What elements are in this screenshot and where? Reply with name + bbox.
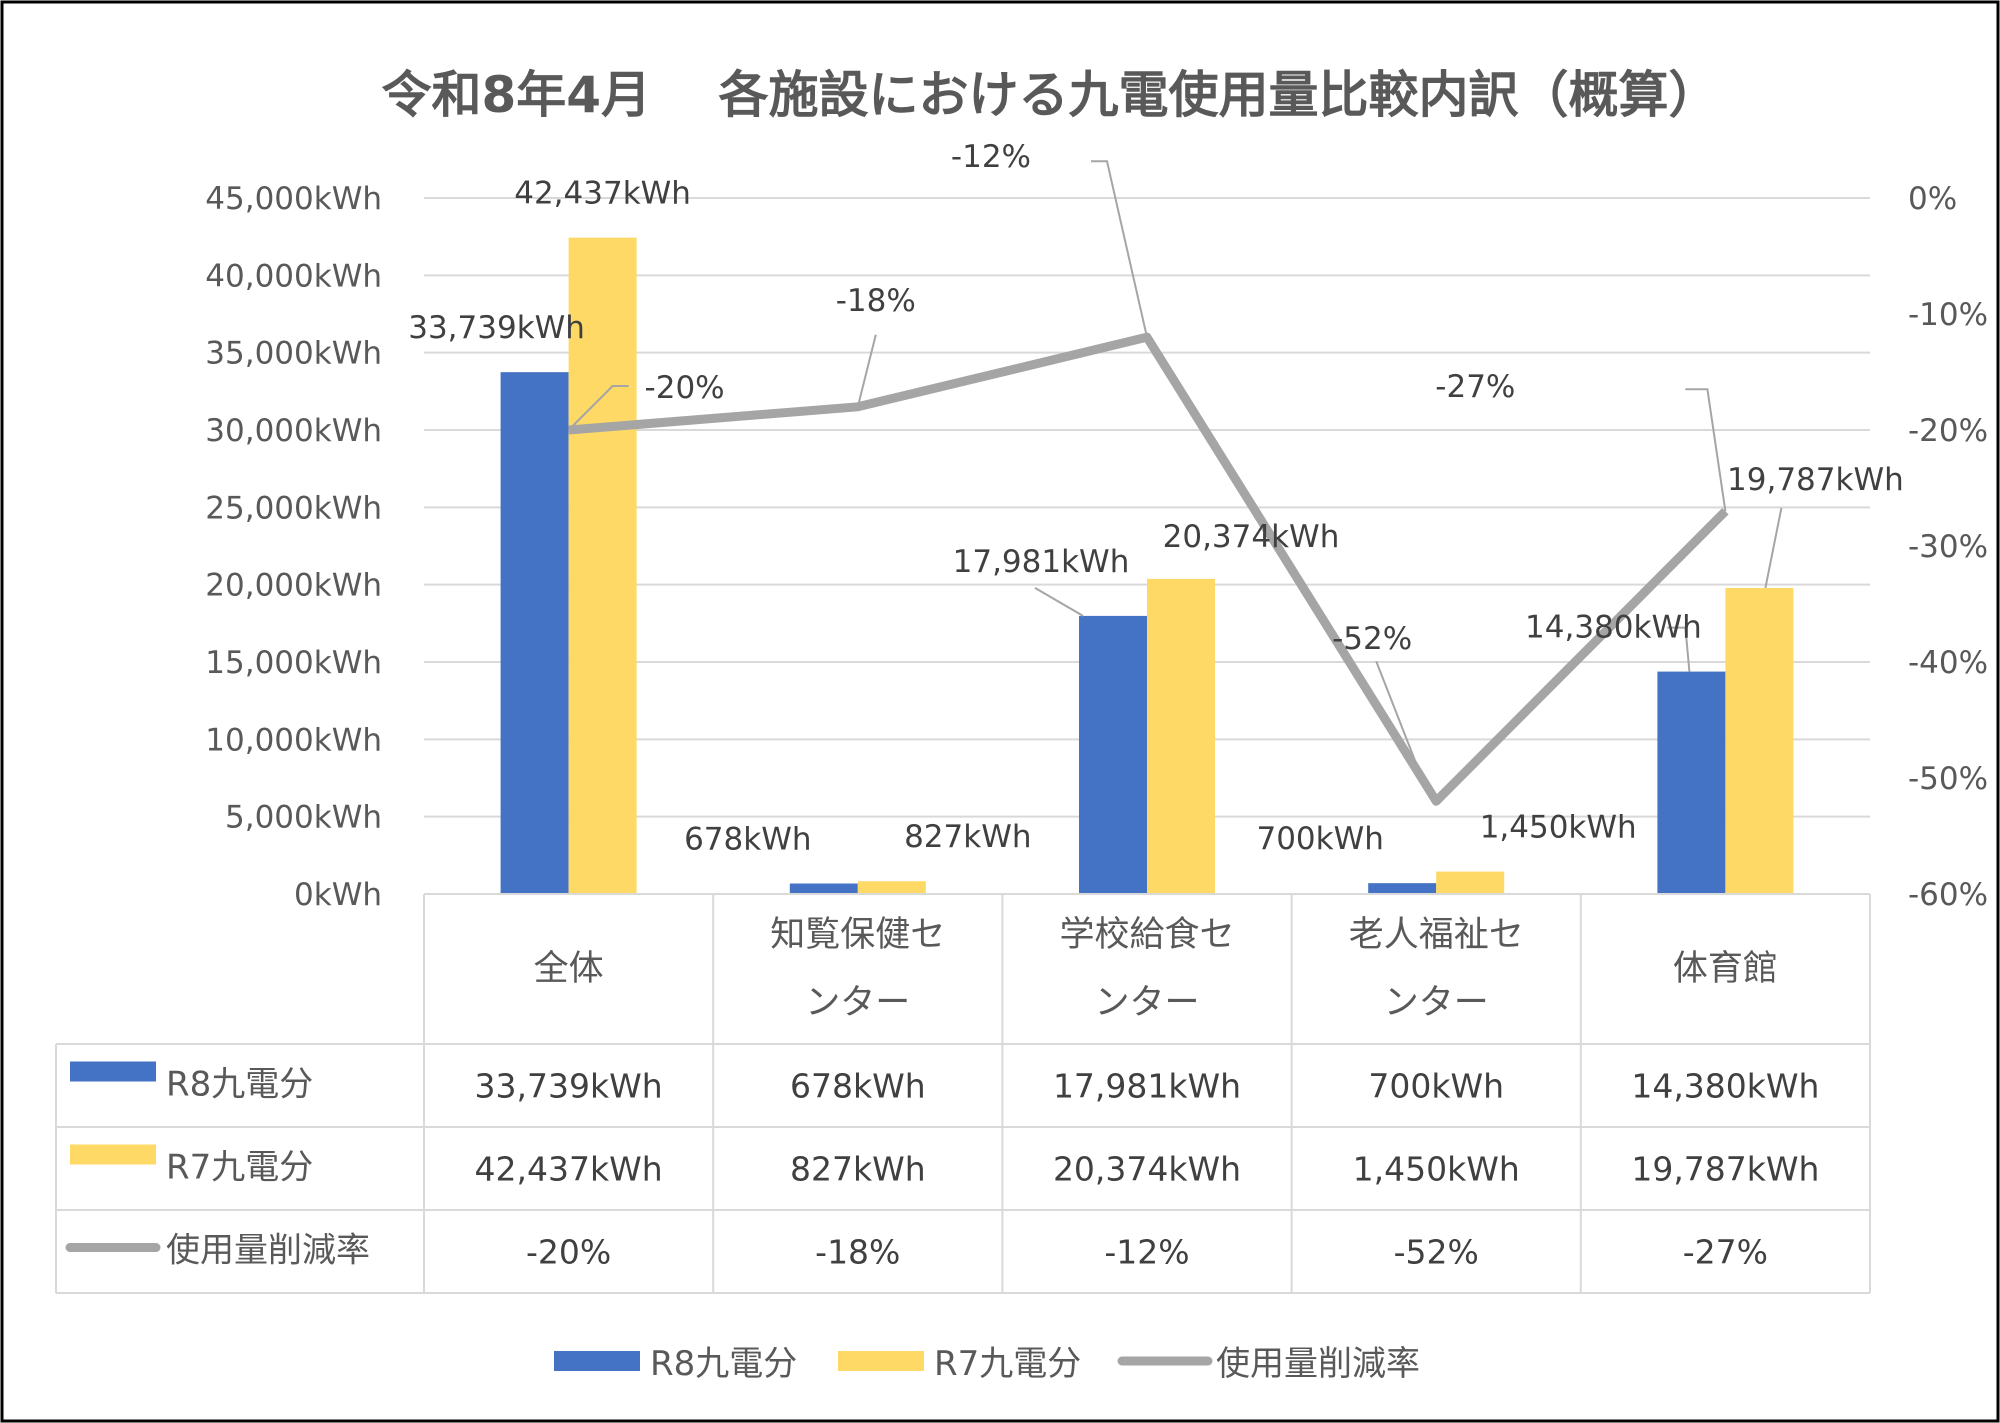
table-cell: -20% — [526, 1233, 611, 1272]
category-label: 老人福祉セ — [1349, 915, 1524, 955]
data-label: 19,787kWh — [1727, 462, 1904, 498]
data-labels: 33,739kWh 678kWh 17,981kWh 700kWh 14,380kWh 4… — [408, 139, 1904, 857]
data-label: 17,981kWh — [953, 544, 1130, 580]
table-cell: 14,380kWh — [1631, 1067, 1819, 1106]
leader-line — [1764, 507, 1783, 589]
right-axis-tick-label: -20% — [1908, 413, 1988, 449]
table-series-name: R8九電分 — [166, 1065, 313, 1105]
data-label: 700kWh — [1256, 821, 1383, 857]
table-cell: 700kWh — [1368, 1067, 1504, 1106]
legend-label: R7九電分 — [934, 1344, 1081, 1384]
right-axis-tick-label: -40% — [1908, 645, 1988, 681]
table-cell: 1,450kWh — [1353, 1150, 1520, 1189]
bar — [500, 372, 569, 894]
left-axis-tick-label: 40,000kWh — [205, 258, 382, 294]
bar — [789, 883, 858, 894]
data-label: 33,739kWh — [408, 310, 585, 346]
leader-line — [1375, 660, 1428, 790]
bar — [568, 237, 637, 895]
category-label: 全体 — [534, 949, 604, 989]
label-leader-lines — [567, 160, 1783, 790]
bar — [1147, 578, 1215, 894]
left-axis-tick-label: 35,000kWh — [205, 336, 382, 372]
leader-line — [856, 334, 877, 408]
leader-line — [567, 385, 629, 431]
data-label: -52% — [1332, 621, 1412, 657]
table-cell: 20,374kWh — [1053, 1150, 1241, 1189]
table-cell: 678kWh — [790, 1067, 926, 1106]
table-cell: 19,787kWh — [1631, 1150, 1819, 1189]
table-cell: -12% — [1104, 1233, 1189, 1272]
bar — [1368, 883, 1437, 894]
right-axis-tick-label: -50% — [1908, 761, 1988, 797]
right-axis-tick-label: 0% — [1908, 181, 1957, 217]
legend-key — [838, 1351, 924, 1371]
category-label: ンター — [1384, 983, 1489, 1023]
data-label: 14,380kWh — [1525, 610, 1702, 646]
table-cell: 827kWh — [790, 1150, 926, 1189]
data-label: 42,437kWh — [514, 176, 691, 212]
leader-line — [1034, 587, 1084, 617]
category-label: 体育館 — [1673, 949, 1778, 989]
table-cell: 42,437kWh — [475, 1150, 663, 1189]
left-axis-tick-label: 0kWh — [294, 877, 382, 913]
legend-label: R8九電分 — [650, 1344, 797, 1384]
left-axis: 0kWh 5,000kWh 10,000kWh 15,000kWh 20,000kWh 2… — [205, 181, 382, 913]
left-axis-tick-label: 30,000kWh — [205, 413, 382, 449]
category-label: ンター — [1094, 983, 1199, 1023]
bar — [1436, 871, 1505, 894]
right-axis: 0% -10% -20% -30% -40% -50% -60% — [1908, 181, 1988, 913]
bar — [1725, 587, 1794, 894]
table-series-name: 使用量削減率 — [166, 1231, 370, 1271]
data-label: -18% — [836, 283, 916, 319]
data-label: -20% — [645, 370, 725, 406]
left-axis-tick-label: 5,000kWh — [225, 800, 382, 836]
data-label: 827kWh — [904, 819, 1031, 855]
legend-label: 使用量削減率 — [1216, 1344, 1420, 1384]
table-cell: -52% — [1394, 1233, 1479, 1272]
table-cell: 17,981kWh — [1053, 1067, 1241, 1106]
bar — [1657, 671, 1726, 894]
data-label: 678kWh — [684, 822, 811, 858]
data-label: -27% — [1435, 369, 1515, 405]
leader-line — [1091, 160, 1148, 338]
leader-line — [1685, 388, 1727, 512]
left-axis-tick-label: 25,000kWh — [205, 490, 382, 526]
table-legend-key — [70, 1061, 156, 1082]
data-label: 20,374kWh — [1163, 519, 1340, 555]
category-label: ンター — [805, 983, 910, 1023]
right-axis-tick-label: -60% — [1908, 877, 1988, 913]
leader-line — [1667, 626, 1691, 672]
table-cell: -27% — [1683, 1233, 1768, 1272]
right-axis-tick-label: -30% — [1908, 529, 1988, 565]
category-label: 知覧保健セ — [770, 915, 945, 955]
table-cell: -18% — [815, 1233, 900, 1272]
bar — [1079, 615, 1147, 894]
legend-key — [554, 1351, 640, 1371]
chart-title: 令和8年4月 各施設における九電使用量比較内訳（概算） — [382, 66, 1719, 124]
right-axis-tick-label: -10% — [1908, 297, 1988, 333]
bar — [857, 881, 926, 894]
legend: R8九電分 R7九電分 使用量削減率 — [554, 1344, 1420, 1384]
table-series-name: R7九電分 — [166, 1148, 313, 1188]
left-axis-tick-label: 15,000kWh — [205, 645, 382, 681]
left-axis-tick-label: 45,000kWh — [205, 181, 382, 217]
table-legend-key — [70, 1144, 156, 1165]
data-label: 1,450kWh — [1480, 810, 1637, 846]
left-axis-tick-label: 20,000kWh — [205, 568, 382, 604]
bars — [500, 237, 1794, 895]
data-label: -12% — [951, 139, 1031, 175]
table-cell: 33,739kWh — [475, 1067, 663, 1106]
category-label: 学校給食セ — [1059, 915, 1234, 955]
left-axis-tick-label: 10,000kWh — [205, 722, 382, 758]
